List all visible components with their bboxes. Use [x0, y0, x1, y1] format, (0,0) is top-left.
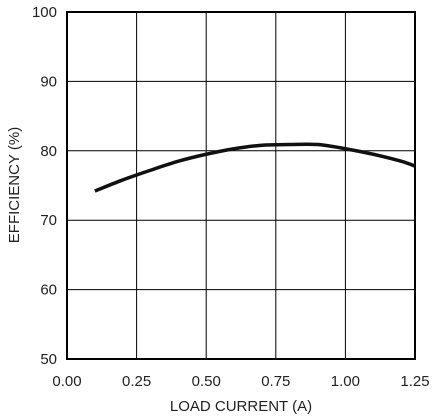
- plot-frame: [66, 11, 416, 360]
- y-tick-label: 100: [32, 4, 57, 21]
- y-tick-label: 60: [40, 282, 57, 299]
- y-tick-label: 50: [40, 351, 57, 368]
- x-tick-labels: 0.00 0.25 0.50 0.75 1.00 1.25: [52, 373, 429, 390]
- y-tick-label: 90: [40, 73, 57, 90]
- x-tick-label: 0.50: [192, 373, 221, 390]
- efficiency-series-line: [94, 142, 416, 193]
- series-layer: [94, 142, 416, 193]
- x-tick-label: 0.25: [122, 373, 151, 390]
- x-tick-label: 0.00: [52, 373, 81, 390]
- x-tick-label: 1.00: [331, 373, 360, 390]
- y-tick-label: 70: [40, 212, 57, 229]
- x-axis-label: LOAD CURRENT (A): [170, 398, 312, 415]
- y-tick-label: 80: [40, 143, 57, 160]
- y-tick-labels: 50 60 70 80 90 100: [32, 4, 57, 368]
- grid: [67, 12, 415, 359]
- y-axis-label: EFFICIENCY (%): [6, 127, 23, 243]
- x-tick-label: 0.75: [261, 373, 290, 390]
- x-tick-label: 1.25: [400, 373, 429, 390]
